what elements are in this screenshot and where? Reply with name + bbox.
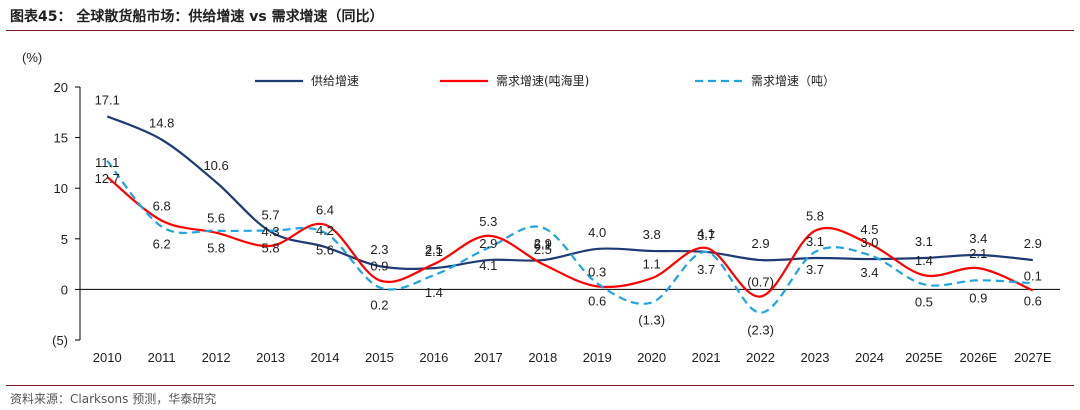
data-label: 5.8	[806, 209, 824, 224]
data-label: 5.8	[262, 241, 280, 256]
data-label: 5.8	[207, 241, 225, 256]
x-tick-label: 2023	[801, 350, 830, 365]
data-labels: 17.1 14.8 10.6 5.7 4.2 2.3 2.1 2.9 2.9 4.0 3.8 3.7 2…	[95, 92, 1042, 337]
data-label: 4.1	[479, 258, 497, 273]
data-label: 6.2	[153, 237, 171, 252]
data-label: 6.1	[534, 238, 552, 253]
data-label: 3.7	[806, 262, 824, 277]
data-label: 2.9	[752, 236, 770, 251]
x-tick-label: 2015	[365, 350, 394, 365]
y-tick-label: 5	[61, 232, 68, 247]
data-label: (0.7)	[747, 274, 774, 289]
legend: 供给增速 需求增速(吨海里) 需求增速（吨）	[255, 73, 835, 88]
data-label: 2.5	[534, 242, 552, 257]
data-label: 5.6	[316, 243, 334, 258]
data-label: 0.5	[915, 294, 933, 309]
data-label: 3.7	[697, 228, 715, 243]
data-label: 3.1	[915, 234, 933, 249]
data-label: 3.8	[643, 227, 661, 242]
y-tick-label: (5)	[52, 333, 68, 348]
data-label: 11.1	[95, 155, 119, 170]
x-tick-label: 2026E	[960, 350, 998, 365]
data-label: 1.4	[915, 253, 933, 268]
data-label: (1.3)	[638, 313, 665, 328]
title-rule	[6, 30, 1074, 31]
data-label: 4.5	[860, 222, 878, 237]
data-label: 5.3	[479, 214, 497, 229]
data-label: 2.9	[534, 236, 552, 251]
data-label: 1.1	[643, 256, 661, 271]
x-tick-label: 2010	[93, 350, 122, 365]
x-tick-label: 2027E	[1014, 350, 1052, 365]
data-label: 17.1	[95, 92, 120, 107]
legend-label: 需求增速（吨）	[751, 74, 835, 88]
source-note: 资料来源：Clarksons 预测，华泰研究	[10, 392, 217, 406]
data-label: 5.7	[262, 208, 280, 223]
data-label: 0.6	[588, 293, 606, 308]
data-label: 4.1	[697, 226, 715, 241]
data-label: 0.3	[588, 264, 606, 279]
data-label: 14.8	[149, 116, 174, 131]
y-tick-label: 15	[54, 131, 68, 146]
series-lines	[106, 115, 1034, 314]
series-line-0	[106, 115, 1033, 270]
legend-label: 供给增速	[311, 74, 359, 88]
y-tick-label: 20	[54, 80, 68, 95]
x-tick-label: 2011	[148, 350, 176, 365]
data-label: 12.7	[95, 171, 120, 186]
y-axis-label: (%)	[22, 50, 42, 65]
data-label: 3.4	[969, 231, 987, 246]
data-label: 4.2	[316, 223, 334, 238]
figure-title: 图表45： 全球散货船市场：供给增速 vs 需求增速（同比）	[10, 9, 384, 25]
data-label: 0.1	[1024, 268, 1042, 283]
data-label: 3.1	[806, 234, 824, 249]
y-tick-label: 0	[61, 282, 68, 297]
series-line-2	[106, 160, 1033, 314]
y-tick-label: 10	[54, 181, 68, 196]
data-label: 0.9	[370, 258, 388, 273]
data-label: 0.6	[1024, 293, 1042, 308]
data-label: 5.6	[207, 211, 225, 226]
legend-label: 需求增速(吨海里)	[496, 73, 589, 88]
data-label: 2.1	[969, 246, 987, 261]
x-tick-label: 2014	[311, 350, 340, 365]
x-tick-label: 2012	[202, 350, 231, 365]
data-label: 4.0	[588, 225, 606, 240]
data-label: 2.9	[1024, 236, 1042, 251]
x-tick-label: 2019	[583, 350, 612, 365]
x-tick-label: 2022	[746, 350, 775, 365]
x-tick-label: 2025E	[905, 350, 943, 365]
data-label: 10.6	[203, 158, 228, 173]
data-label: 2.9	[479, 236, 497, 251]
data-label: 0.2	[370, 297, 388, 312]
data-label: 6.8	[153, 199, 171, 214]
x-tick-label: 2018	[528, 350, 557, 365]
data-label: 3.7	[697, 262, 715, 277]
data-label: 6.4	[316, 203, 334, 218]
data-label: 2.5	[425, 242, 443, 257]
x-tick-label: 2024	[855, 350, 884, 365]
data-label: 0.9	[969, 290, 987, 305]
data-label: 4.3	[262, 224, 280, 239]
data-label: 3.4	[860, 265, 878, 280]
data-label: 2.1	[425, 244, 443, 259]
x-tick-label: 2021	[692, 350, 721, 365]
axes: (5) 0 5 10 15 20 2010 2011 2012 2013 2014 2015 2016 2…	[52, 80, 1060, 365]
series-line-1	[106, 176, 1034, 298]
data-label: (2.3)	[747, 323, 774, 338]
source-rule	[6, 385, 1074, 386]
x-tick-label: 2016	[419, 350, 448, 365]
x-tick-label: 2017	[474, 350, 503, 365]
data-label: 1.4	[425, 285, 443, 300]
data-label: 3.0	[860, 235, 878, 250]
line-chart: (%) (5) 0 5 10 15 20 2010 2011 2012 2013 2014 2015 2…	[22, 50, 1060, 365]
x-tick-label: 2020	[637, 350, 666, 365]
data-label: 2.3	[370, 242, 388, 257]
x-tick-label: 2013	[256, 350, 285, 365]
